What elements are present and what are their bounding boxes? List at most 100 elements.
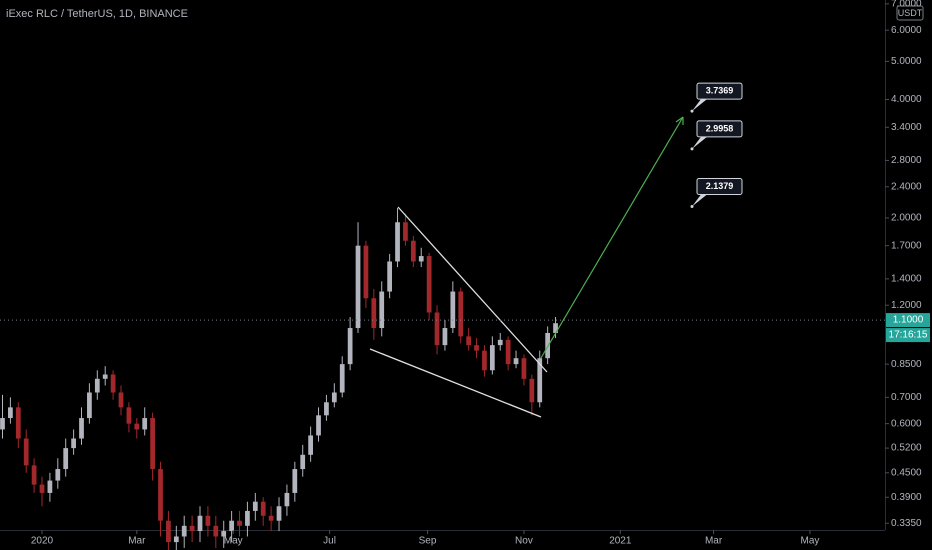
candle-body [426,256,432,313]
candle-body [497,339,503,346]
candle-body [237,520,242,526]
x-tick-label: May [224,536,243,547]
candle-body [482,350,487,371]
candle-body [513,358,519,365]
candle-body [126,407,132,424]
candle-body [418,256,424,262]
candle-body [466,336,472,346]
y-tick-label: 0.4500 [891,467,922,478]
y-tick-label: 1.7000 [891,240,922,251]
y-tick-label: 0.3350 [891,518,922,529]
y-tick-label: 3.4000 [891,122,922,133]
candle-body [166,520,171,543]
y-tick-label: 2.4000 [891,181,922,192]
candle-body [347,328,353,365]
y-tick-label: 2.0000 [891,213,922,224]
candle-body [339,364,345,393]
currency-box [896,5,924,21]
target-arrow [540,116,684,359]
wedge-upper-line [397,206,548,373]
callout-pointer [692,99,707,112]
candle-body [276,506,282,521]
y-tick-label: 6.0000 [891,25,922,36]
candle-body [252,501,258,511]
candle-body [31,465,37,485]
candle-body [387,261,392,292]
candle-body [260,501,266,516]
candle-body [316,415,321,436]
callout-box [696,82,743,100]
candle-body [410,240,416,262]
candle-body [181,525,187,537]
candle-body [189,525,195,532]
countdown-label: 17:16:15 [889,330,928,341]
candle-body [434,312,440,346]
candle-body [15,407,21,439]
candle-body [158,469,163,521]
callout-pointer [692,136,707,149]
y-tick-label: 0.8500 [891,359,922,370]
target-point [690,205,694,209]
candle-body [23,438,29,466]
candle-body [363,245,369,299]
candle-body [284,492,290,507]
candle-body [110,374,116,393]
candle-body [71,438,76,449]
candle-body [229,520,234,532]
y-tick-label: 7.0000 [891,0,922,10]
candle-body [355,245,361,329]
candle-body [403,222,408,241]
target-point [690,147,694,151]
y-tick-label: 1.2000 [891,300,922,311]
candle-body [197,515,203,532]
candle-body [379,291,385,329]
candle-body [205,515,211,526]
candle-body [0,418,5,430]
candle-body [521,358,527,379]
callout-box [696,178,743,196]
countdown-box [886,328,930,343]
candle-body [87,392,92,419]
candle-body [489,345,495,371]
current-price-box [886,313,930,328]
candle-body [331,392,337,403]
candle-body [8,407,13,419]
x-tick-label: Mar [705,536,723,547]
candle-body [150,418,155,470]
candle-body [173,536,179,543]
y-tick-label: 4.0000 [891,94,922,105]
x-tick-label: May [800,536,819,547]
callout-pointer [692,194,707,207]
y-tick-label: 5.0000 [891,56,922,67]
y-tick-label: 0.7000 [891,392,922,403]
wedge-lower-line [369,348,542,418]
y-tick-label: 0.6000 [891,418,922,429]
candle-body [142,418,148,430]
candle-body [505,339,511,365]
candle-body [300,454,306,470]
candle-body [134,423,140,430]
candle-body [213,525,219,537]
candle-body [245,510,250,526]
candle-body [118,392,124,408]
x-tick-label: Jul [323,536,336,547]
candle-body [268,515,274,521]
callout-box [696,120,743,138]
x-tick-label: Sep [419,536,437,547]
x-tick-label: Mar [128,536,146,547]
target-label: 3.7369 [706,85,734,95]
candle-body [450,291,456,329]
candle-body [63,448,69,470]
plot-area [0,207,558,550]
candle-body [102,374,108,379]
candle-body [474,345,479,351]
current-price-label: 1.1000 [893,315,924,326]
candle-body [324,402,329,416]
candle-body [292,469,298,493]
y-tick-label: 2.8000 [891,155,922,166]
candle-body [308,435,313,455]
target-label: 2.9958 [706,123,734,133]
candle-body [553,323,558,333]
candle-body [94,378,100,393]
